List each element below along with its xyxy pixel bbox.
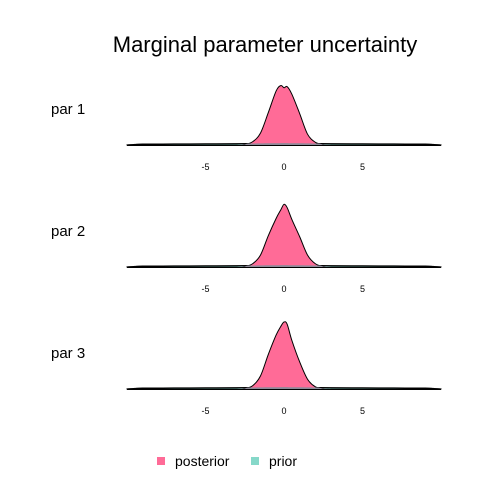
panel-2: par 2 -5 0 5 (51, 203, 442, 294)
legend-label-prior: prior (269, 453, 297, 469)
legend-key-prior (251, 457, 259, 465)
posterior-density (236, 203, 332, 268)
panel-label: par 2 (51, 223, 85, 240)
x-tick-label: 5 (360, 284, 365, 294)
legend: posterior prior (157, 453, 297, 469)
chart-title: Marginal parameter uncertainty (113, 32, 417, 57)
panel-label: par 1 (51, 101, 85, 118)
overlap-density (236, 387, 332, 389)
legend-label-posterior: posterior (175, 453, 230, 469)
posterior-density (236, 84, 332, 146)
x-tick-label: 0 (281, 284, 286, 294)
legend-key-posterior (157, 457, 165, 465)
x-tick-label: -5 (201, 406, 209, 416)
x-tick-label: 5 (360, 162, 365, 172)
panel-3: par 3 -5 0 5 (51, 321, 442, 416)
x-tick-label: 0 (281, 162, 286, 172)
posterior-density (236, 321, 332, 390)
x-tick-label: 5 (360, 406, 365, 416)
x-tick-label: -5 (201, 162, 209, 172)
x-tick-label: 0 (281, 406, 286, 416)
panel-label: par 3 (51, 345, 85, 362)
overlap-density (236, 265, 332, 267)
x-tick-label: -5 (201, 284, 209, 294)
overlap-density (236, 143, 332, 145)
panels: par 1 -5 0 5 par 2 -5 0 5 par 3 -5 0 5 (51, 84, 442, 416)
panel-1: par 1 -5 0 5 (51, 84, 442, 172)
